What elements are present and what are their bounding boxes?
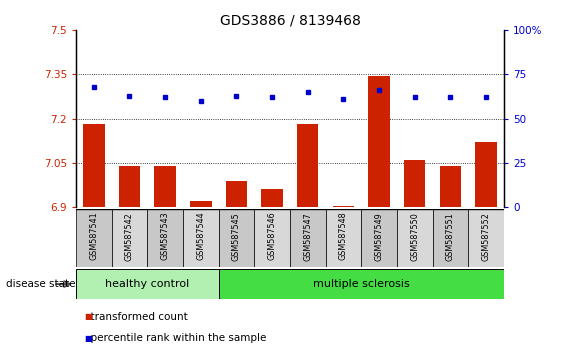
Bar — [325, 209, 361, 267]
Bar — [190, 201, 212, 207]
Bar — [261, 189, 283, 207]
Bar — [183, 209, 218, 267]
Text: GSM587544: GSM587544 — [196, 212, 205, 261]
Bar — [468, 209, 504, 267]
Bar — [290, 209, 325, 267]
Title: GDS3886 / 8139468: GDS3886 / 8139468 — [220, 13, 360, 28]
Text: ■: ■ — [84, 333, 92, 343]
Text: healthy control: healthy control — [105, 279, 189, 289]
Text: ■: ■ — [84, 312, 92, 321]
Text: transformed count: transformed count — [84, 312, 188, 322]
Text: GSM587552: GSM587552 — [481, 212, 490, 261]
Bar — [119, 166, 140, 207]
Bar — [404, 160, 426, 207]
Text: GSM587551: GSM587551 — [446, 212, 455, 261]
Text: GSM587550: GSM587550 — [410, 212, 419, 261]
Text: percentile rank within the sample: percentile rank within the sample — [84, 333, 267, 343]
Bar — [226, 181, 247, 207]
Bar — [333, 206, 354, 207]
Bar — [475, 142, 497, 207]
Bar — [297, 125, 319, 207]
Bar — [254, 209, 290, 267]
Bar — [111, 209, 148, 267]
Text: multiple sclerosis: multiple sclerosis — [313, 279, 410, 289]
Bar — [397, 209, 432, 267]
Text: GSM587549: GSM587549 — [374, 212, 383, 261]
Bar — [361, 209, 397, 267]
Bar — [154, 166, 176, 207]
Bar — [218, 269, 504, 299]
Bar — [218, 209, 254, 267]
Text: disease state: disease state — [6, 279, 75, 289]
Text: GSM587546: GSM587546 — [267, 212, 276, 261]
Bar — [76, 269, 218, 299]
Bar — [83, 125, 105, 207]
Text: GSM587548: GSM587548 — [339, 212, 348, 261]
Text: GSM587545: GSM587545 — [232, 212, 241, 261]
Text: GSM587543: GSM587543 — [160, 212, 169, 261]
Bar — [76, 209, 111, 267]
Text: GSM587542: GSM587542 — [125, 212, 134, 261]
Bar — [432, 209, 468, 267]
Bar — [440, 166, 461, 207]
Text: GSM587541: GSM587541 — [90, 212, 99, 261]
Bar — [368, 76, 390, 207]
Text: GSM587547: GSM587547 — [303, 212, 312, 261]
Bar — [148, 209, 183, 267]
